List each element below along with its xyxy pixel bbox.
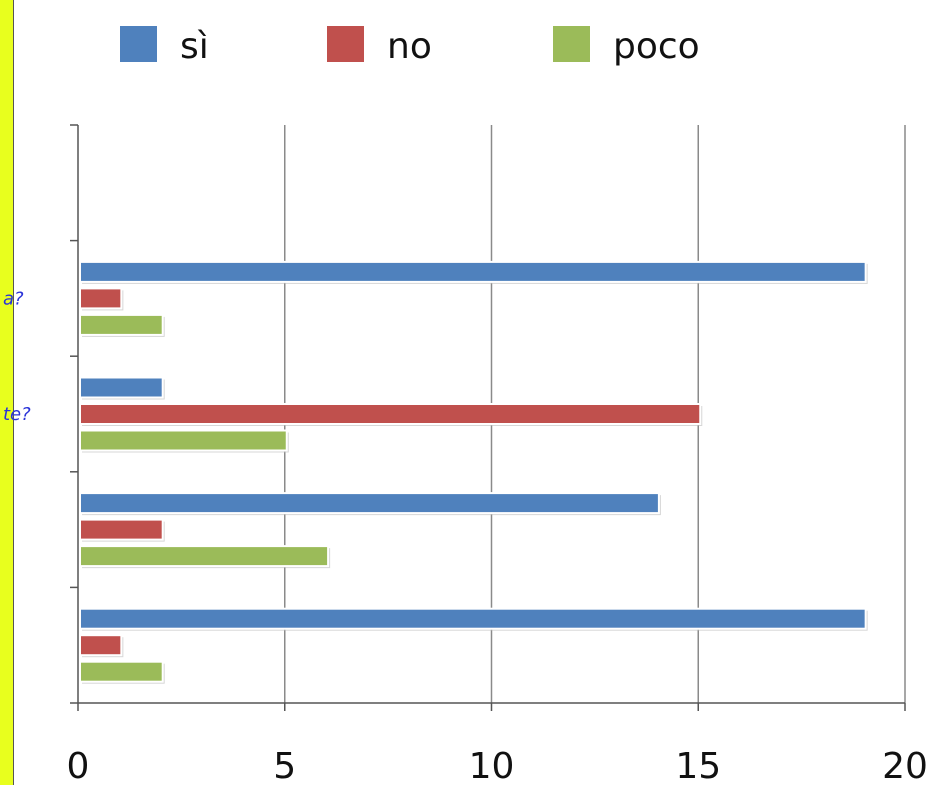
x-tick-label: 10 <box>469 746 515 785</box>
bar-no <box>79 403 702 425</box>
bar-sì <box>79 492 660 515</box>
category-label: a? <box>3 288 24 309</box>
x-tick-label: 15 <box>675 746 721 785</box>
chart-bars <box>79 260 868 684</box>
x-tick-label: 5 <box>273 746 296 785</box>
bar-poco <box>79 545 330 568</box>
bar-no <box>79 518 164 541</box>
bar-poco <box>79 660 164 683</box>
legend-swatch-no <box>327 26 364 62</box>
legend-swatch-poco <box>553 26 590 62</box>
x-tick-label: 20 <box>882 746 928 785</box>
legend-label: poco <box>613 26 700 67</box>
category-labels: te? a? <box>3 288 31 425</box>
x-tick-label: 0 <box>67 746 90 785</box>
frame-left-border <box>0 0 14 785</box>
bar-poco <box>79 429 288 452</box>
chart-axis: 0 5 10 15 20 <box>67 124 928 785</box>
bar-sì <box>79 607 867 630</box>
chart-legend: sì no poco <box>120 26 700 67</box>
legend-swatch-sì <box>120 26 157 62</box>
bar-sì <box>79 376 164 399</box>
legend-label: no <box>387 26 432 67</box>
category-label: te? <box>3 404 31 425</box>
bar-no <box>79 634 123 657</box>
bar-sì <box>79 260 867 283</box>
bar-poco <box>79 313 164 336</box>
bar-no <box>79 287 123 310</box>
chart-panel <box>14 0 928 785</box>
legend-label: sì <box>180 26 209 67</box>
